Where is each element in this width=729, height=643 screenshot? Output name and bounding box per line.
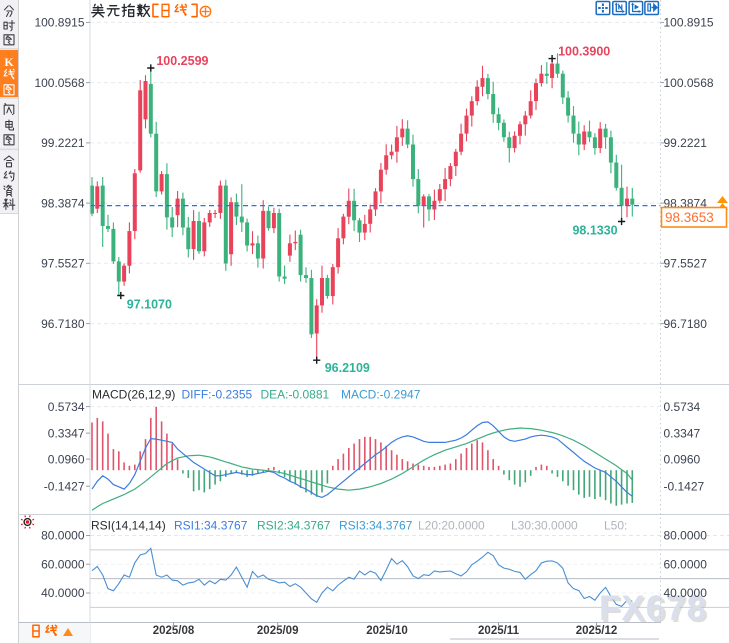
svg-text:2025/12: 2025/12 <box>576 625 618 637</box>
svg-text:96.7180: 96.7180 <box>41 317 85 331</box>
svg-text:98.1330: 98.1330 <box>572 223 617 237</box>
svg-text:60.0000: 60.0000 <box>41 557 85 571</box>
svg-text:DEA:-0.0881: DEA:-0.0881 <box>261 388 330 402</box>
svg-text:96.7180: 96.7180 <box>664 317 708 331</box>
svg-text:0.0960: 0.0960 <box>48 452 85 466</box>
svg-text:RSI(14,14,14): RSI(14,14,14) <box>91 519 166 533</box>
svg-text:L20:20.0000: L20:20.0000 <box>418 519 485 533</box>
svg-text:0.3347: 0.3347 <box>48 426 85 440</box>
svg-text:100.0568: 100.0568 <box>664 76 714 90</box>
svg-text:MACD(26,12,9): MACD(26,12,9) <box>92 388 175 402</box>
svg-text:2025/09: 2025/09 <box>257 625 299 637</box>
svg-text:98.3874: 98.3874 <box>41 196 85 210</box>
svg-text:RSI2:34.3767: RSI2:34.3767 <box>257 519 331 533</box>
svg-text:0.5734: 0.5734 <box>48 400 85 414</box>
svg-text:0.5734: 0.5734 <box>664 400 701 414</box>
svg-text:2025/10: 2025/10 <box>366 625 408 637</box>
svg-text:97.5527: 97.5527 <box>664 257 708 271</box>
svg-text:40.0000: 40.0000 <box>41 586 85 600</box>
svg-text:99.2221: 99.2221 <box>664 136 708 150</box>
svg-text:RSI1:34.3767: RSI1:34.3767 <box>174 519 248 533</box>
svg-text:40.0000: 40.0000 <box>664 586 708 600</box>
svg-text:0.3347: 0.3347 <box>664 426 701 440</box>
svg-text:0.0960: 0.0960 <box>664 452 701 466</box>
svg-text:-0.1427: -0.1427 <box>44 479 85 493</box>
svg-text:99.2221: 99.2221 <box>41 136 85 150</box>
svg-text:97.1070: 97.1070 <box>127 298 172 312</box>
svg-text:2025/11: 2025/11 <box>478 625 520 637</box>
svg-text:2025/08: 2025/08 <box>153 625 195 637</box>
svg-text:97.5527: 97.5527 <box>41 257 85 271</box>
svg-text:DIFF:-0.2355: DIFF:-0.2355 <box>182 388 253 402</box>
svg-text:60.0000: 60.0000 <box>664 557 708 571</box>
svg-text:80.0000: 80.0000 <box>664 529 708 543</box>
svg-text:FX678: FX678 <box>601 591 709 630</box>
svg-text:L50:: L50: <box>604 519 627 533</box>
svg-text:MACD:-0.2947: MACD:-0.2947 <box>341 388 421 402</box>
svg-text:-0.1427: -0.1427 <box>664 479 705 493</box>
svg-text:100.2599: 100.2599 <box>156 54 208 68</box>
svg-text:100.3900: 100.3900 <box>558 45 610 59</box>
svg-text:100.0568: 100.0568 <box>34 76 84 90</box>
svg-text:RSI3:34.3767: RSI3:34.3767 <box>339 519 413 533</box>
svg-text:80.0000: 80.0000 <box>41 529 85 543</box>
svg-text:L30:30.0000: L30:30.0000 <box>511 519 578 533</box>
svg-text:96.2109: 96.2109 <box>325 361 370 375</box>
svg-text:100.8915: 100.8915 <box>664 16 714 30</box>
svg-text:100.8915: 100.8915 <box>34 16 84 30</box>
svg-text:FX678: FX678 <box>599 589 707 628</box>
svg-text:98.3653: 98.3653 <box>665 210 714 225</box>
svg-text:K: K <box>4 55 14 69</box>
